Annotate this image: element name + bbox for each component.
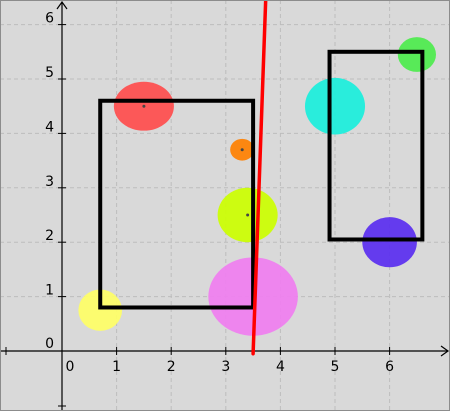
x-tick-label-3: 3 — [221, 359, 230, 375]
red-line[interactable] — [251, 0, 268, 356]
y-tick-label-2: 2 — [45, 228, 54, 244]
x-axis-arrow-icon — [440, 345, 450, 357]
x-tick-label-2: 2 — [167, 359, 176, 375]
y-tick-label-6: 6 — [45, 11, 54, 27]
axis-ticks: 0 1 2 3 4 5 6 0 1 2 3 4 5 6 — [5, 11, 394, 407]
circle-cyan[interactable] — [304, 77, 366, 135]
y-tick-label-0: 0 — [45, 336, 54, 352]
y-tick-label-4: 4 — [45, 119, 54, 135]
x-tick-label-6: 6 — [385, 359, 394, 375]
x-tick-label-4: 4 — [276, 359, 285, 375]
circle-green[interactable] — [397, 37, 437, 72]
rectangle-right[interactable] — [327, 49, 425, 242]
rectangles-layer[interactable] — [98, 49, 425, 310]
circle-orange-center — [240, 148, 244, 152]
circle-yellow[interactable] — [78, 289, 123, 331]
rectangle-left[interactable] — [98, 98, 256, 310]
circle-lime-center — [246, 213, 250, 217]
y-axis-arrow-icon — [56, 0, 68, 10]
x-tick-label-5: 5 — [331, 359, 340, 375]
y-tick-label-5: 5 — [45, 65, 54, 81]
circle-blue[interactable] — [362, 217, 417, 268]
y-tick-label-1: 1 — [45, 283, 54, 299]
circle-red-center — [142, 104, 146, 108]
lines-layer[interactable] — [251, 0, 268, 356]
x-tick-label-0: 0 — [66, 359, 75, 375]
y-tick-label-3: 3 — [45, 174, 54, 190]
x-tick-label-1: 1 — [112, 359, 121, 375]
